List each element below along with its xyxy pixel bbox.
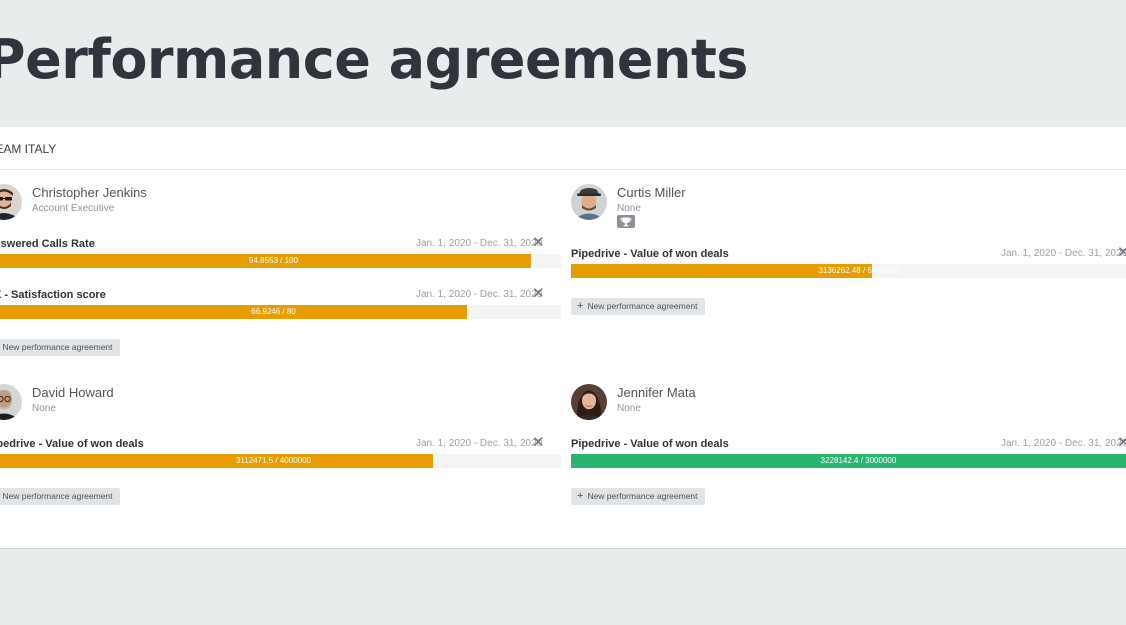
progress-bar-fill <box>0 254 532 268</box>
goal-date-range: Jan. 1, 2020 - Dec. 31, 2020 <box>1001 248 1126 259</box>
new-performance-agreement-button[interactable]: +New performance agreement <box>0 339 120 356</box>
progress-bar-fill <box>571 264 872 278</box>
plus-icon: + <box>577 300 584 312</box>
progress-bar: 3136262.48 / 6000000 <box>571 264 1126 278</box>
goal-date-range: Jan. 1, 2020 - Dec. 31, 2020 <box>1001 438 1126 449</box>
trophy-icon <box>617 215 635 228</box>
new-performance-agreement-button[interactable]: +New performance agreement <box>0 488 120 505</box>
remove-goal-icon[interactable]: ✕ <box>1117 244 1126 261</box>
progress-bar-fill <box>0 454 434 468</box>
progress-bar: 3112471.5 / 4000000 <box>0 454 561 468</box>
person-name: Christopher Jenkins <box>32 185 147 200</box>
person-name: Curtis Miller <box>617 185 686 200</box>
new-performance-agreement-button[interactable]: +New performance agreement <box>571 488 705 505</box>
person-role: Account Executive <box>32 203 115 214</box>
progress-value: 94.8553 / 100 <box>249 256 298 265</box>
goal-item: Pipedrive - Value of won deals Jan. 1, 2… <box>571 434 1126 478</box>
progress-bar-fill <box>0 305 468 319</box>
remove-goal-icon[interactable]: ✕ <box>532 234 545 251</box>
avatar[interactable] <box>571 384 607 420</box>
progress-bar: 94.8553 / 100 <box>0 254 561 268</box>
new-agreement-label: New performance agreement <box>2 342 113 352</box>
team-card: TEAM ITALY Christopher Jenkins Account E… <box>0 127 1126 549</box>
goal-date-range: Jan. 1, 2020 - Dec. 31, 2020 <box>416 289 543 300</box>
progress-value: 66.9246 / 80 <box>251 307 296 316</box>
goal-item: CX - Satisfaction score Jan. 1, 2020 - D… <box>0 285 561 329</box>
team-name: TEAM ITALY <box>0 142 57 156</box>
person-name: Jennifer Mata <box>617 385 696 400</box>
person-role: None <box>617 403 641 414</box>
avatar[interactable] <box>0 384 22 420</box>
remove-goal-icon[interactable]: ✕ <box>1117 434 1126 451</box>
person-card-christopher-jenkins: Christopher Jenkins Account Executive An… <box>0 184 566 364</box>
progress-value: 3228142.4 / 3000000 <box>820 456 897 465</box>
progress-bar-fill <box>571 454 1126 468</box>
person-card-curtis-miller: Curtis Miller None Pipedrive - Value of … <box>571 184 1126 364</box>
remove-goal-icon[interactable]: ✕ <box>532 434 545 451</box>
progress-value: 3112471.5 / 4000000 <box>235 456 312 465</box>
goal-item: Answered Calls Rate Jan. 1, 2020 - Dec. … <box>0 234 561 278</box>
progress-bar: 3228142.4 / 3000000 <box>571 454 1126 468</box>
new-agreement-label: New performance agreement <box>587 491 698 501</box>
person-card-jennifer-mata: Jennifer Mata None Pipedrive - Value of … <box>571 384 1126 514</box>
progress-bar: 66.9246 / 80 <box>0 305 561 319</box>
goal-name[interactable]: Answered Calls Rate <box>0 238 95 250</box>
goal-name[interactable]: CX - Satisfaction score <box>0 289 106 301</box>
person-role: None <box>32 403 56 414</box>
avatar[interactable] <box>571 184 607 220</box>
person-role: None <box>617 203 641 214</box>
plus-icon: + <box>577 490 584 502</box>
goal-name[interactable]: Pipedrive - Value of won deals <box>571 248 729 260</box>
page-title: Performance agreements <box>0 28 748 91</box>
goal-item: Pipedrive - Value of won deals Jan. 1, 2… <box>0 434 561 478</box>
new-agreement-label: New performance agreement <box>587 301 698 311</box>
goal-date-range: Jan. 1, 2020 - Dec. 31, 2020 <box>416 238 543 249</box>
new-performance-agreement-button[interactable]: +New performance agreement <box>571 298 705 315</box>
new-agreement-label: New performance agreement <box>2 491 113 501</box>
goal-name[interactable]: Pipedrive - Value of won deals <box>0 438 144 450</box>
person-name: David Howard <box>32 385 114 400</box>
person-card-david-howard: David Howard None Pipedrive - Value of w… <box>0 384 566 514</box>
goal-name[interactable]: Pipedrive - Value of won deals <box>571 438 729 450</box>
goal-item: Pipedrive - Value of won deals Jan. 1, 2… <box>571 244 1126 288</box>
progress-value: 3136262.48 / 6000000 <box>818 266 899 275</box>
avatar[interactable] <box>0 184 22 220</box>
goal-date-range: Jan. 1, 2020 - Dec. 31, 2020 <box>416 438 543 449</box>
remove-goal-icon[interactable]: ✕ <box>532 285 545 302</box>
team-header: TEAM ITALY <box>0 127 1126 170</box>
